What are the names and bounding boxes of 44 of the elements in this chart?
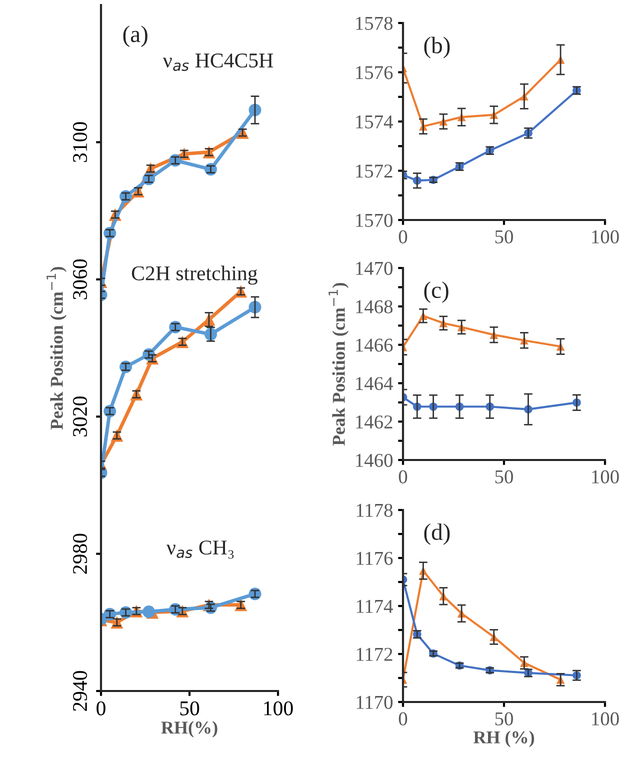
x-tick-label: 50 bbox=[180, 701, 200, 716]
y-tick-label: 1178 bbox=[356, 504, 393, 517]
y-tick-label: 1576 bbox=[356, 66, 393, 80]
y-tick-label: 2940 bbox=[72, 670, 88, 711]
x-tick-label: 100 bbox=[264, 701, 293, 716]
y-axis-title: Peak Position (cm$^{−1}$) bbox=[328, 282, 349, 446]
annotation: ν$_{as}$ CH₃ bbox=[166, 540, 234, 559]
y-tick-label: 3020 bbox=[72, 396, 88, 436]
x-tick-label: 100 bbox=[592, 470, 619, 484]
y-tick-label: 1170 bbox=[356, 696, 393, 709]
y-tick-label: 1578 bbox=[356, 16, 393, 30]
x-tick-label: 100 bbox=[592, 230, 619, 244]
y-tick-label: 1172 bbox=[356, 648, 392, 661]
x-tick-label: 0 bbox=[96, 701, 106, 716]
y-tick-label: 1462 bbox=[356, 415, 392, 429]
annotation: (c) bbox=[424, 281, 448, 303]
y-tick-label: 3100 bbox=[72, 122, 88, 162]
x-axis-title: RH (%) bbox=[473, 730, 534, 748]
x-axis-title: RH(%) bbox=[161, 721, 218, 738]
y-tick-label: 1468 bbox=[356, 300, 393, 314]
annotation: ν$_{as}$ HC4C5H bbox=[163, 54, 273, 71]
y-tick-label: 3060 bbox=[72, 259, 88, 300]
y-tick-label: 1570 bbox=[356, 214, 393, 227]
y-tick-label: 1174 bbox=[356, 600, 393, 613]
x-tick-label: 0 bbox=[398, 230, 408, 244]
annotation: (b) bbox=[424, 36, 450, 58]
x-tick-label: 0 bbox=[398, 470, 408, 484]
x-tick-label: 100 bbox=[592, 712, 619, 726]
y-tick-label: 1466 bbox=[356, 338, 393, 352]
y-tick-label: 1464 bbox=[356, 377, 393, 390]
y-tick-label: 1460 bbox=[356, 454, 393, 467]
y-axis-title: Peak Position (cm$^{−1}$) bbox=[46, 266, 67, 430]
y-tick-label: 1572 bbox=[356, 164, 392, 178]
annotation: C2H stretching bbox=[132, 266, 258, 285]
y-tick-label: 2980 bbox=[72, 534, 88, 574]
y-tick-label: 1574 bbox=[356, 115, 393, 128]
x-tick-label: 50 bbox=[495, 712, 513, 726]
y-tick-label: 1470 bbox=[356, 262, 393, 275]
x-tick-label: 50 bbox=[495, 230, 513, 244]
y-tick-label: 1176 bbox=[356, 552, 393, 565]
x-tick-label: 50 bbox=[495, 470, 513, 484]
annotation: (a) bbox=[123, 26, 148, 47]
x-tick-label: 0 bbox=[398, 712, 408, 726]
annotation: (d) bbox=[424, 523, 450, 545]
